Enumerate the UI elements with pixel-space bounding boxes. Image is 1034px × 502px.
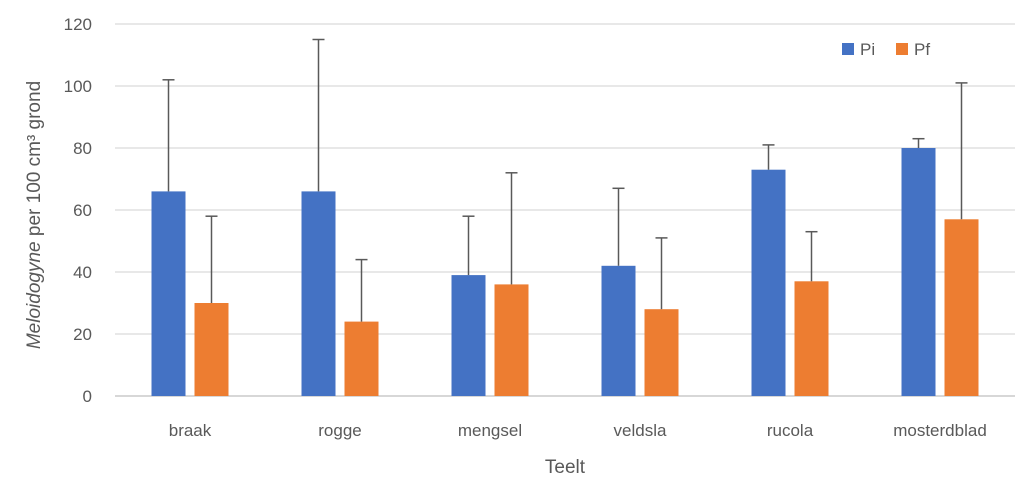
y-tick-label: 20 <box>73 325 92 344</box>
bar-pi-veldsla <box>601 265 636 396</box>
bar-pf-mosterdblad <box>944 219 979 396</box>
x-tick-label: braak <box>169 421 212 440</box>
bar-pi-rogge <box>301 191 336 396</box>
x-axis-title: Teelt <box>545 457 586 478</box>
legend: Pi Pf <box>842 40 930 59</box>
bar-pi-rucola <box>751 169 786 396</box>
y-tick-label: 0 <box>83 387 92 406</box>
y-tick-label: 120 <box>64 15 92 34</box>
x-tick-label: veldsla <box>614 421 667 440</box>
bar-pf-rucola <box>794 281 829 396</box>
bar-pi-mosterdblad <box>901 148 936 396</box>
bar-pf-rogge <box>344 321 379 396</box>
x-axis-ticks: braak rogge mengsel veldsla rucola mosterdbla… <box>169 421 987 440</box>
y-axis-title: Meloidogyne per 100 cm³ grond <box>24 81 45 349</box>
legend-label-pf: Pf <box>914 40 930 59</box>
x-tick-label: mengsel <box>458 421 522 440</box>
bar-pf-braak <box>194 303 229 396</box>
y-tick-label: 60 <box>73 201 92 220</box>
gridlines <box>115 23 1015 397</box>
y-tick-label: 40 <box>73 263 92 282</box>
bar-pf-mengsel <box>494 284 529 396</box>
x-tick-label: mosterdblad <box>893 421 987 440</box>
y-tick-label: 80 <box>73 139 92 158</box>
y-axis-ticks: 0 20 40 60 80 100 120 <box>64 15 92 406</box>
y-axis-title-rest: per 100 cm³ grond <box>24 81 45 242</box>
bars <box>151 38 979 396</box>
bar-pf-veldsla <box>644 309 679 396</box>
legend-label-pi: Pi <box>860 40 875 59</box>
x-tick-label: rucola <box>767 421 814 440</box>
bar-pi-mengsel <box>451 275 486 396</box>
bar-pi-braak <box>151 191 186 396</box>
legend-swatch-pi <box>842 43 854 55</box>
y-axis-title-italic: Meloidogyne <box>24 241 45 349</box>
y-tick-label: 100 <box>64 77 92 96</box>
legend-swatch-pf <box>896 43 908 55</box>
x-tick-label: rogge <box>318 421 361 440</box>
